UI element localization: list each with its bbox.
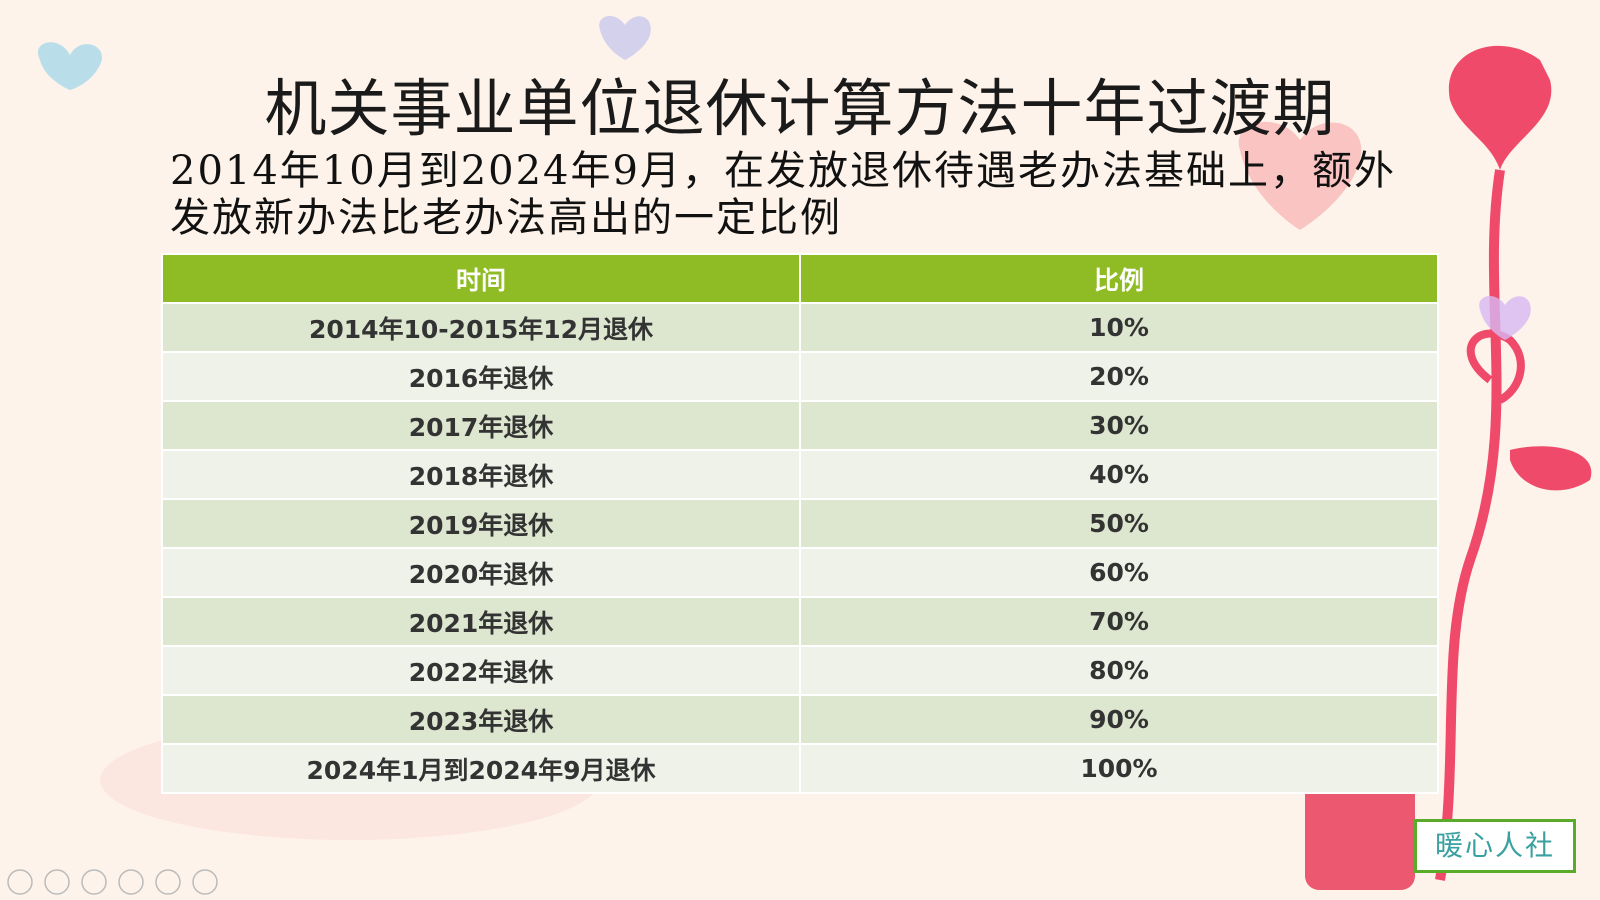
ratio-cell: 30% — [799, 400, 1439, 451]
ratio-cell: 20% — [799, 351, 1439, 402]
ratio-cell: 10% — [799, 302, 1439, 353]
period-cell: 2018年退休 — [161, 449, 801, 500]
table-row: 2021年退休 70% — [161, 596, 1439, 647]
ratio-cell: 50% — [799, 498, 1439, 549]
period-cell: 2021年退休 — [161, 596, 801, 647]
period-cell: 2016年退休 — [161, 351, 801, 402]
ratio-cell: 60% — [799, 547, 1439, 598]
table-row: 2023年退休 90% — [161, 694, 1439, 745]
slide-subtitle: 2014年10月到2024年9月，在发放退休待遇老办法基础上，额外发放新办法比老… — [170, 148, 1396, 241]
ratio-cell: 80% — [799, 645, 1439, 696]
period-cell: 2019年退休 — [161, 498, 801, 549]
slide-title: 机关事业单位退休计算方法十年过渡期 — [264, 72, 1336, 145]
period-cell: 2020年退休 — [161, 547, 801, 598]
ratio-cell: 90% — [799, 694, 1439, 745]
period-cell: 2023年退休 — [161, 694, 801, 745]
table-row: 2016年退休 20% — [161, 351, 1439, 402]
ratio-cell: 100% — [799, 743, 1439, 794]
table-row: 2019年退休 50% — [161, 498, 1439, 549]
table-row: 2018年退休 40% — [161, 449, 1439, 500]
ratio-table: 时间 比例 2014年10-2015年12月退休 10% 2016年退休 20% 201… — [161, 253, 1439, 794]
watermark: 暖心人社 — [1414, 819, 1576, 873]
header-cell: 比例 — [799, 253, 1439, 304]
table-row: 2014年10-2015年12月退休 10% — [161, 302, 1439, 353]
table-row: 2017年退休 30% — [161, 400, 1439, 451]
table-row: 2020年退休 60% — [161, 547, 1439, 598]
header-row: 时间 比例 — [161, 253, 1439, 304]
table-row: 2024年1月到2024年9月退休 100% — [161, 743, 1439, 794]
period-cell: 2024年1月到2024年9月退休 — [161, 743, 801, 794]
ratio-cell: 70% — [799, 596, 1439, 647]
header-cell: 时间 — [161, 253, 801, 304]
period-cell: 2014年10-2015年12月退休 — [161, 302, 801, 353]
period-cell: 2017年退休 — [161, 400, 801, 451]
period-cell: 2022年退休 — [161, 645, 801, 696]
table-row: 2022年退休 80% — [161, 645, 1439, 696]
ratio-cell: 40% — [799, 449, 1439, 500]
